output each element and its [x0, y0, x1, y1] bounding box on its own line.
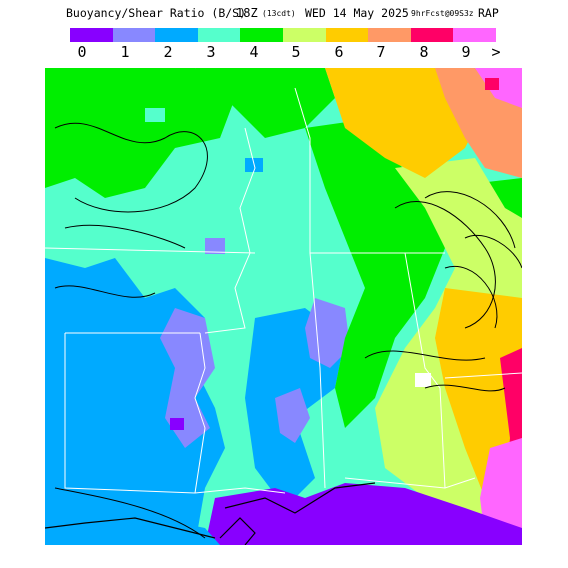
map-title: Buoyancy/Shear Ratio (B/S) 18Z (13cdt) W… [0, 6, 568, 22]
field-region-purple-south [275, 388, 310, 443]
title-local-time: (13cdt) [262, 9, 296, 18]
legend-swatch-5 [282, 28, 326, 42]
field-region-green-north [195, 68, 335, 138]
legend-tick: 2 [163, 43, 173, 61]
field-region-green-central [305, 118, 445, 428]
legend-swatch-3 [197, 28, 241, 42]
legend-swatch-0 [70, 28, 113, 42]
legend-swatch-9 [453, 28, 496, 42]
title-parameter: Buoyancy/Shear Ratio (B/S) [66, 6, 247, 20]
legend-swatch-8 [410, 28, 454, 42]
field-cell [205, 238, 225, 254]
legend-tick: 4 [249, 43, 259, 61]
title-model: RAP [478, 6, 499, 20]
legend-tick: 6 [334, 43, 344, 61]
color-legend [70, 28, 496, 42]
legend-tick: 9 [461, 43, 471, 61]
legend-swatch-7 [368, 28, 411, 42]
legend-tick: 8 [419, 43, 429, 61]
legend-swatch-2 [155, 28, 198, 42]
legend-swatch-1 [112, 28, 156, 42]
legend-swatch-6 [325, 28, 369, 42]
legend-tick: 1 [120, 43, 130, 61]
field-region-gulf-blue [45, 508, 220, 545]
coastline [45, 482, 376, 545]
legend-tick: 3 [206, 43, 216, 61]
field-cell [145, 108, 165, 122]
state-boundaries [45, 87, 522, 494]
contour-lines [54, 122, 522, 539]
title-run: 9hrFcst@09S3z [411, 9, 474, 18]
legend-tick: 7 [376, 43, 386, 61]
title-date: WED 14 May 2025 [305, 6, 409, 20]
ratio-map [45, 68, 522, 545]
legend-tick: 5 [291, 43, 301, 61]
title-hour: 18Z [236, 6, 258, 20]
legend-ticks: 0 1 2 3 4 5 6 7 8 9 > [0, 43, 568, 61]
field-region-green-northwest [45, 68, 235, 198]
legend-swatch-4 [240, 28, 283, 42]
field-cell [415, 373, 431, 387]
field-region-gulf [205, 483, 522, 545]
field-cell [485, 78, 499, 90]
field-region-purple-mid [305, 298, 350, 368]
legend-tick: 0 [77, 43, 87, 61]
legend-tick-overflow: > [491, 43, 501, 61]
field-cell [170, 418, 184, 430]
